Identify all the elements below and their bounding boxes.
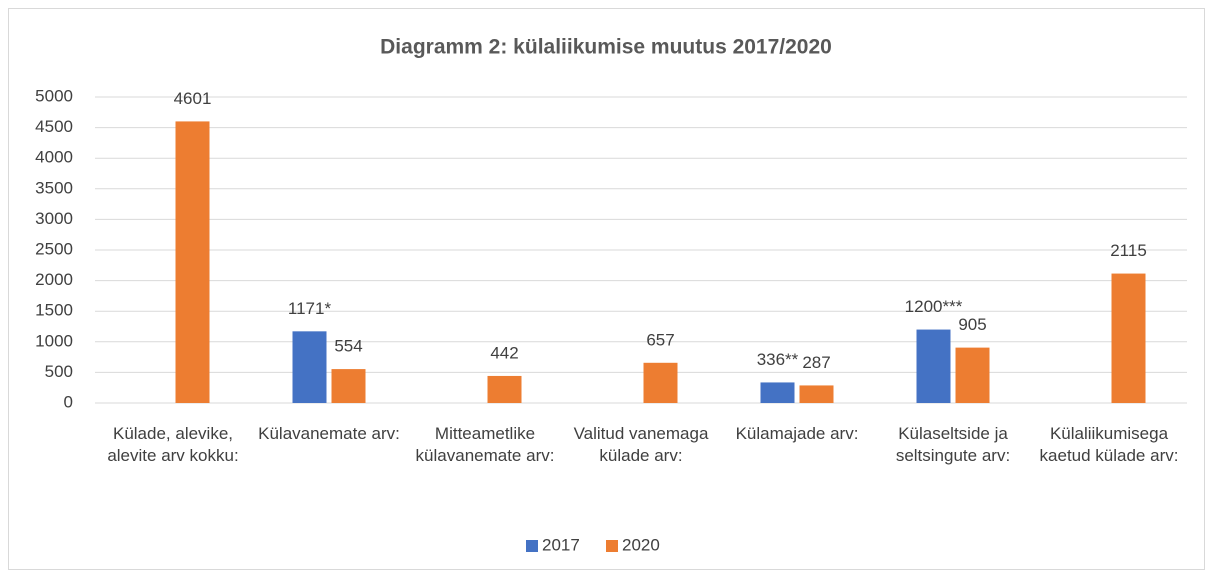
data-label: 336** xyxy=(757,350,799,369)
bar xyxy=(175,121,210,404)
y-tick-label: 5000 xyxy=(35,86,73,105)
y-tick-label: 4000 xyxy=(35,148,73,167)
data-label: 657 xyxy=(646,330,674,349)
data-label: 2115 xyxy=(1110,241,1147,260)
x-tick-label: Külaliikumisega kaetud külade arv: xyxy=(1039,424,1179,465)
x-tick-label: Külade, alevike, alevite arv kokku: xyxy=(107,424,239,465)
data-label: 4601 xyxy=(174,89,212,108)
x-tick-label: Külaseltside ja seltsingute arv: xyxy=(895,424,1011,465)
y-tick-label: 3000 xyxy=(35,209,73,228)
y-tick-label: 1000 xyxy=(35,331,73,350)
x-tick-label: Valitud vanemaga külade arv: xyxy=(573,424,709,465)
y-tick-label: 2000 xyxy=(35,270,73,289)
y-tick-label: 1500 xyxy=(35,301,73,320)
legend-swatch xyxy=(606,540,618,552)
data-label: 1200*** xyxy=(905,297,963,316)
x-tick-label: Külamajade arv: xyxy=(735,424,859,443)
data-label: 1171* xyxy=(288,299,332,318)
data-label: 442 xyxy=(490,343,518,362)
legend-swatch xyxy=(526,540,538,552)
bar xyxy=(799,385,834,403)
bar xyxy=(916,329,951,403)
bar xyxy=(643,362,678,403)
y-tick-label: 3500 xyxy=(35,178,73,197)
y-tick-label: 0 xyxy=(64,392,73,411)
bar xyxy=(955,347,990,403)
data-label: 554 xyxy=(334,337,362,356)
legend-label: 2017 xyxy=(542,535,580,554)
bar xyxy=(331,369,366,403)
legend-label: 2020 xyxy=(622,535,660,554)
data-label: 905 xyxy=(958,315,986,334)
bar xyxy=(292,331,327,403)
bar xyxy=(1111,273,1146,403)
y-tick-label: 500 xyxy=(45,362,73,381)
x-tick-label: Külavanemate arv: xyxy=(258,424,400,443)
x-tick-label: Mitteametlike külavanemate arv: xyxy=(415,424,555,465)
chart-title: Diagramm 2: külaliikumise muutus 2017/20… xyxy=(380,36,832,59)
data-label: 287 xyxy=(802,353,830,372)
bar xyxy=(760,382,795,403)
bar xyxy=(487,375,522,403)
y-tick-label: 4500 xyxy=(35,117,73,136)
y-tick-label: 2500 xyxy=(35,239,73,258)
